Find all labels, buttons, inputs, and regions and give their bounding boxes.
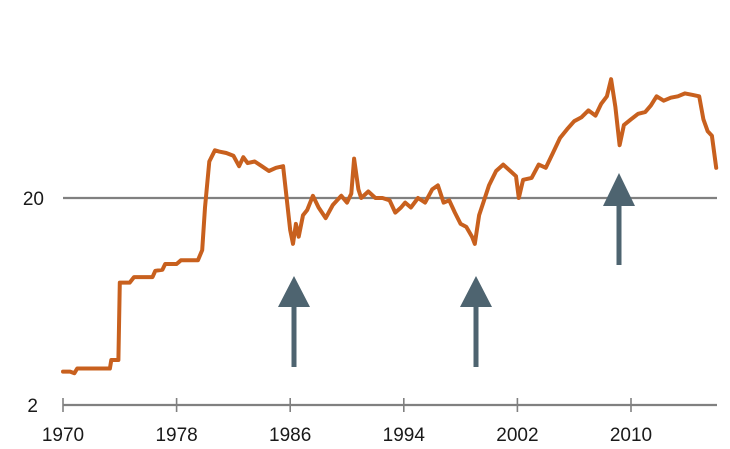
x-tick-label: 1994 — [383, 425, 426, 446]
arrow-annotation-2 — [460, 276, 492, 367]
data-line — [61, 77, 719, 376]
arrow-annotation-1 — [278, 276, 310, 367]
y-tick-label-2: 2 — [27, 396, 38, 417]
x-tick-label: 2002 — [496, 425, 538, 446]
x-axis-ticks — [62, 398, 632, 412]
x-tick-label: 2010 — [610, 425, 652, 446]
x-tick-label: 1986 — [269, 425, 311, 446]
arrow-annotation-3 — [603, 173, 635, 265]
x-tick-label: 1970 — [42, 425, 84, 446]
y-axis-labels: 2 20 — [23, 189, 44, 417]
x-tick-label: 1978 — [155, 425, 197, 446]
x-axis-labels: 1970 1978 1986 1994 2002 2010 — [42, 425, 652, 446]
y-tick-label-20: 20 — [23, 189, 44, 210]
